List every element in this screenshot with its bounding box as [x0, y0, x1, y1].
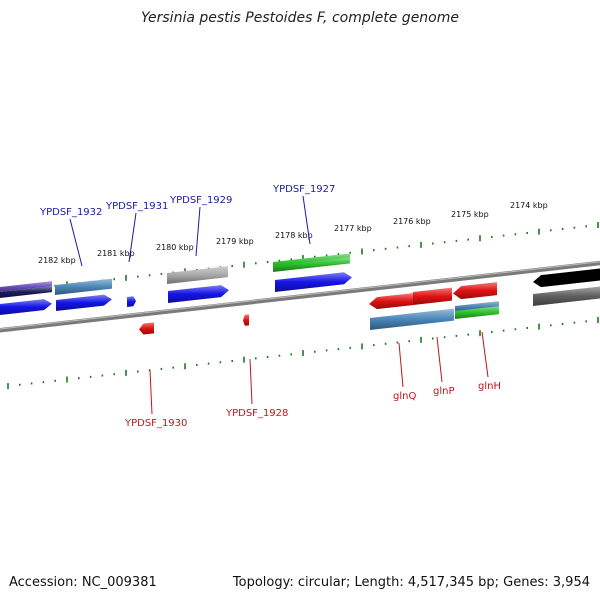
- gene-leader-line: [128, 212, 137, 263]
- scale-label: 2180 kbp: [156, 243, 194, 252]
- cds-forward: [0, 299, 52, 315]
- cds-reverse: [413, 287, 452, 305]
- scale-label: 2176 kbp: [393, 217, 431, 226]
- gene-leader-line: [69, 218, 83, 267]
- scale-label: 2182 kbp: [38, 256, 76, 265]
- cog-block-purple: [0, 281, 52, 292]
- scale-label: 2181 kbp: [97, 249, 135, 258]
- scale-label: 2174 kbp: [510, 201, 548, 210]
- gene-leader-line: [302, 195, 311, 245]
- scale-label: 2179 kbp: [216, 237, 254, 246]
- cds-reverse: [369, 293, 413, 310]
- cds-reverse: [453, 282, 497, 300]
- gene-label-bottom: glnH: [478, 381, 501, 392]
- accession-text: Accession: NC_009381: [9, 575, 157, 590]
- scale-label: 2177 kbp: [334, 224, 372, 233]
- cds-forward: [275, 272, 352, 292]
- gene-label-bottom: YPDSF_1928: [225, 408, 288, 419]
- cog-block-lightblue: [55, 278, 112, 295]
- gene-leader-line: [149, 369, 153, 415]
- scale-label: 2175 kbp: [451, 210, 489, 219]
- cog-block-darkgray: [533, 286, 600, 306]
- cds-reverse: [139, 322, 154, 335]
- backbone-highlight: [0, 261, 600, 330]
- map-title: Yersinia pestis Pestoides F, complete ge…: [141, 10, 459, 26]
- cds-forward: [127, 296, 136, 307]
- cog-block-green-lower: [455, 306, 499, 319]
- cds-reverse: [243, 314, 249, 326]
- cog-block-gray: [167, 266, 228, 284]
- cog-block-lightblue-small: [455, 301, 499, 312]
- scale-label: 2178 kbp: [275, 231, 313, 240]
- genome-summary-text: Topology: circular; Length: 4,517,345 bp…: [232, 575, 590, 590]
- gene-label-top: YPDSF_1931: [105, 201, 168, 212]
- gene-leader-line: [398, 342, 404, 388]
- cds-forward: [168, 285, 229, 303]
- gene-label-top: YPDSF_1932: [39, 207, 102, 218]
- gene-leader-line: [249, 358, 253, 405]
- gene-label-top: YPDSF_1929: [169, 195, 232, 206]
- gene-leader-line: [195, 206, 201, 257]
- gene-leader-line: [481, 331, 489, 378]
- gene-label-bottom: glnP: [433, 386, 455, 397]
- cog-block-lightblue-lower: [370, 308, 454, 330]
- cog-block-green-2: [273, 257, 350, 271]
- cds-forward: [56, 294, 112, 311]
- gene-leader-line: [436, 336, 443, 383]
- gene-label-bottom: YPDSF_1930: [124, 418, 187, 429]
- gene-label-top: YPDSF_1927: [272, 184, 335, 195]
- cog-block-red: [533, 268, 600, 288]
- cog-block-navy: [0, 286, 52, 298]
- gene-label-bottom: glnQ: [393, 391, 416, 402]
